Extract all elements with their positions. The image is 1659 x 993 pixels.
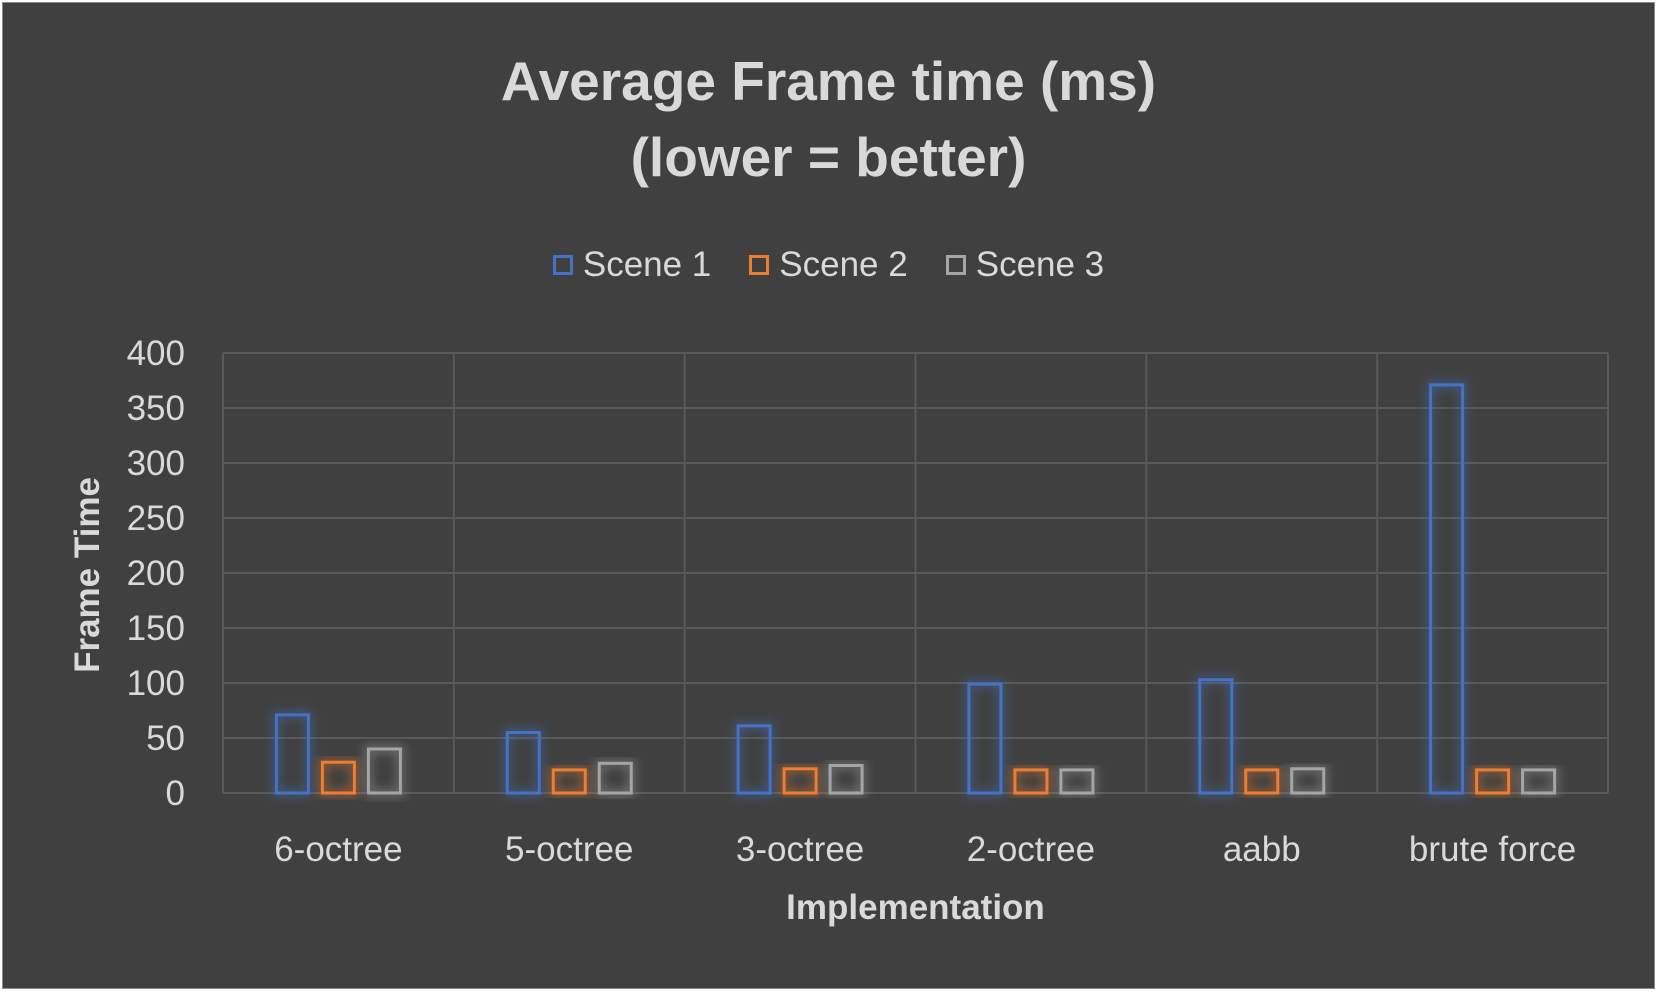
legend-item-scene-1[interactable]: Scene 1 [552,245,712,285]
bar-glow [1472,765,1513,798]
y-tick-label: 400 [127,334,185,373]
x-tick-label: 2-octree [967,830,1095,869]
bar-scene-3-5-octree[interactable] [597,761,633,795]
legend-item-scene-2[interactable]: Scene 2 [749,245,908,285]
legend-swatch-scene-1 [552,255,573,275]
legend-label-scene-2: Scene 2 [779,245,908,284]
bar-scene-3-brute-force[interactable] [1521,768,1557,795]
bar-scene-2-3-octree[interactable] [782,767,818,795]
grid-lines [222,352,1609,794]
bar-scene-1-brute-force[interactable] [1429,383,1465,795]
bar-scene-3-3-octree[interactable] [828,764,864,795]
bar-scene-1-5-octree[interactable] [505,731,541,795]
bar-scene-2-2-octree[interactable] [1013,768,1049,795]
bar-scene-2-5-octree[interactable] [551,768,587,795]
bar-glow [1426,380,1467,797]
bar-glow [780,764,821,797]
y-tick-label: 0 [166,774,185,813]
legend-label-scene-3: Scene 3 [975,245,1105,284]
legend-item-scene-3[interactable]: Scene 3 [945,245,1105,285]
bar-scene-3-2-octree[interactable] [1059,768,1095,795]
bar-glow [1287,764,1328,797]
bar-glow [272,710,313,798]
bar-scene-3-aabb[interactable] [1290,767,1326,795]
bars [272,380,1559,798]
x-tick-label: brute force [1409,830,1576,869]
bar-scene-1-aabb[interactable] [1198,678,1234,795]
y-tick-label: 200 [127,554,185,593]
bar-glow [595,759,636,797]
y-axis-ticks: 0 50 100 150 200 250 300 350 400 [127,334,185,813]
plot-area: 0 50 100 150 200 250 300 350 400 6-octree 5-octre… [127,334,1609,869]
bar-glow [1010,765,1051,798]
x-tick-label: 5-octree [505,830,633,869]
bar-glow [1195,675,1236,798]
bar-glow [503,728,544,797]
y-tick-label: 150 [127,609,185,648]
chart-title-line-2: (lower = better) [630,126,1027,188]
x-tick-label: 6-octree [274,830,402,869]
x-axis-ticks: 6-octree 5-octree 3-octree 2-octree aabb brut… [274,830,1576,869]
bar-scene-1-6-octree[interactable] [274,713,310,795]
bar-glow [826,761,867,797]
bar-glow [734,721,775,798]
bar-glow [1056,765,1097,798]
y-axis-title: Frame Time [68,477,107,673]
bar-scene-2-6-octree[interactable] [320,760,356,795]
bar-glow [1518,765,1559,798]
bar-scene-3-6-octree[interactable] [366,747,402,795]
bar-glow [1241,765,1282,798]
legend-swatch-scene-3 [945,255,966,275]
bar-scene-1-2-octree[interactable] [967,682,1003,795]
x-tick-label: 3-octree [736,830,864,869]
bar-scene-1-3-octree[interactable] [736,724,772,795]
chart-title-line-1: Average Frame time (ms) [500,50,1157,112]
y-tick-label: 100 [127,664,185,703]
y-tick-label: 300 [127,444,185,483]
bar-glow [549,765,590,798]
x-tick-label: aabb [1223,830,1301,869]
y-tick-label: 50 [146,719,185,758]
chart-title: Average Frame time (ms) (lower = better) [3,43,1654,195]
bar-glow [364,745,405,797]
bar-glow [318,758,359,798]
legend: Scene 1 Scene 2 Scene 3 [3,245,1654,285]
y-tick-label: 350 [127,389,185,428]
legend-label-scene-1: Scene 1 [582,245,712,284]
bar-scene-2-brute-force[interactable] [1475,768,1511,795]
y-tick-label: 250 [127,499,185,538]
bar-scene-2-aabb[interactable] [1244,768,1280,795]
x-axis-title: Implementation [786,888,1045,927]
legend-swatch-scene-2 [749,255,770,275]
